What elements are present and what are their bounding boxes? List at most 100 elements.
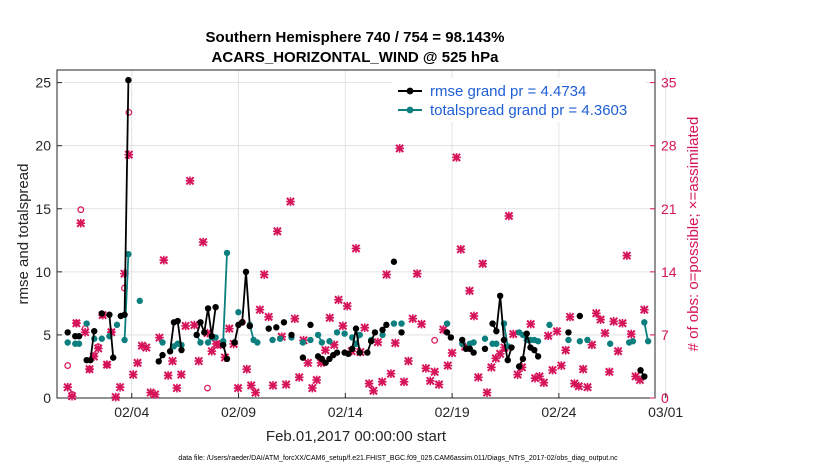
spread-point <box>64 339 71 346</box>
rmse-point <box>201 329 208 336</box>
y-tick-label-left: 20 <box>35 138 51 154</box>
obs-assimilated-point <box>251 388 260 397</box>
obs-assimilated-point <box>181 321 190 331</box>
obs-assimilated-point <box>72 318 81 328</box>
obs-layer <box>63 108 649 402</box>
obs-assimilated-point <box>539 378 549 388</box>
obs-assimilated-point <box>473 372 483 382</box>
obs-assimilated-point <box>303 358 313 368</box>
rmse-point <box>576 312 584 320</box>
y-tick-label-right: 7 <box>661 327 669 343</box>
obs-possible-point <box>204 384 211 392</box>
rmse-point <box>91 327 98 335</box>
spread-point <box>584 336 591 344</box>
rmse-point <box>155 358 162 365</box>
chart-title: Southern Hemisphere 740 / 754 = 98.143% <box>206 29 505 46</box>
footer-data-file: data file: /Users/raeder/DAI/ATM_forcXX/… <box>178 455 618 462</box>
y-tick-label-left: 15 <box>35 201 51 217</box>
obs-assimilated-point <box>246 381 256 390</box>
rmse-point <box>159 351 166 359</box>
y-tick-label-left: 5 <box>43 327 51 343</box>
rmse-point <box>356 349 363 356</box>
rmse-point <box>470 349 477 356</box>
y-tick-label-left: 10 <box>35 264 51 280</box>
obs-assimilated-point <box>307 383 317 393</box>
obs-assimilated-point <box>115 382 125 392</box>
rmse-point <box>288 331 295 339</box>
spread-line-segment <box>123 254 130 341</box>
rmse-point <box>87 356 94 364</box>
spread-point <box>254 339 261 346</box>
rmse-point <box>220 341 227 349</box>
obs-assimilated-point <box>412 269 422 278</box>
spread-point <box>481 335 489 342</box>
spread-point <box>159 339 166 346</box>
obs-assimilated-point <box>452 153 461 162</box>
spread-point <box>75 340 83 347</box>
obs-assimilated-point <box>622 251 632 260</box>
spread-point <box>333 329 341 336</box>
obs-assimilated-point <box>259 270 269 279</box>
x-tick-label: 03/01 <box>648 404 683 420</box>
obs-assimilated-point <box>321 345 330 355</box>
obs-possible-point <box>125 108 133 116</box>
obs-assimilated-point <box>508 329 518 339</box>
x-tick-label: 02/14 <box>328 404 363 420</box>
obs-assimilated-point <box>386 369 396 378</box>
rmse-point <box>515 363 523 370</box>
spread-point <box>204 339 212 346</box>
obs-assimilated-point <box>583 382 592 392</box>
x-tick-label: 02/24 <box>541 404 576 420</box>
rmse-point <box>110 354 117 361</box>
rmse-point <box>519 355 527 363</box>
obs-assimilated-point <box>395 144 405 153</box>
obs-assimilated-point <box>111 392 121 402</box>
obs-assimilated-point <box>141 343 151 352</box>
obs-possible-point <box>431 336 439 344</box>
rmse-point <box>64 329 71 336</box>
spread-point <box>326 338 333 345</box>
rmse-point <box>504 356 511 364</box>
spread-point <box>379 331 386 339</box>
obs-assimilated-point <box>434 380 444 389</box>
spread-point <box>565 336 572 344</box>
y-axis-label-right: # of obs: o=possible; ×=assimilated <box>685 117 702 352</box>
rmse-point <box>496 292 504 300</box>
rmse-point <box>307 321 314 329</box>
obs-assimilated-point <box>487 363 496 372</box>
obs-assimilated-point <box>286 197 295 206</box>
rmse-point <box>212 303 219 311</box>
obs-assimilated-point <box>198 237 208 247</box>
rmse-point <box>379 326 386 334</box>
obs-assimilated-point <box>543 331 553 341</box>
obs-possible-point <box>77 206 85 214</box>
spread-point <box>356 331 363 339</box>
y-tick-label-left: 0 <box>43 390 51 406</box>
legend-box <box>392 78 646 122</box>
obs-assimilated-point <box>495 349 505 359</box>
rmse-point <box>493 327 500 335</box>
obs-assimilated-point <box>574 381 584 391</box>
obs-assimilated-point <box>312 375 322 385</box>
rmse-point <box>166 348 174 355</box>
rmse-point <box>352 325 360 332</box>
spread-point <box>83 320 90 327</box>
obs-assimilated-point <box>159 255 169 265</box>
rmse-point <box>345 350 352 358</box>
obs-assimilated-point <box>591 308 601 318</box>
legend: rmse grand pr = 4.4734 totalspread grand… <box>392 78 646 122</box>
obs-assimilated-point <box>408 314 418 324</box>
spread-point <box>390 320 398 327</box>
spread-point <box>113 321 121 329</box>
obs-assimilated-point <box>207 346 217 356</box>
spread-point <box>223 249 231 257</box>
spread-line-segment <box>503 323 509 347</box>
obs-assimilated-point <box>168 356 177 366</box>
spread-line-segment <box>643 322 649 342</box>
rmse-point <box>197 319 204 326</box>
rmse-point <box>349 345 356 352</box>
rmse-line-segment <box>233 270 251 343</box>
rmse-point <box>383 321 390 329</box>
obs-assimilated-point <box>613 346 623 356</box>
obs-assimilated-point <box>417 319 426 329</box>
